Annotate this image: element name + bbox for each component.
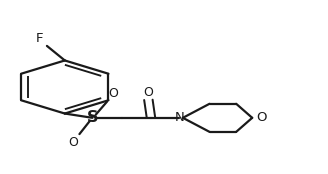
Text: O: O [109, 87, 119, 100]
Text: O: O [143, 86, 153, 99]
Text: O: O [256, 111, 267, 124]
Text: S: S [87, 110, 98, 125]
Text: F: F [35, 32, 43, 45]
Text: O: O [69, 136, 78, 149]
Text: N: N [174, 111, 184, 124]
